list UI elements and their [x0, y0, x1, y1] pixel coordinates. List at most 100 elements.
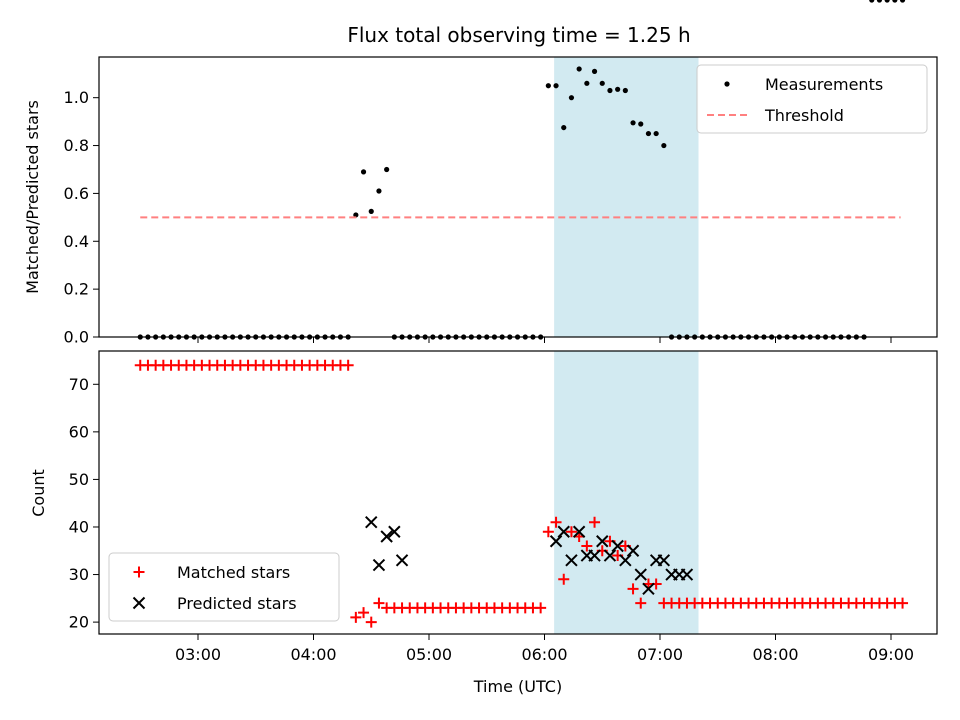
legend-label: Matched stars [177, 563, 290, 582]
data-point-predicted-stars [395, 554, 409, 567]
data-point-measurements [653, 130, 659, 137]
data-point-measurements [638, 121, 644, 127]
y-tick-label: 0.6 [64, 184, 89, 203]
data-point-matched-stars [373, 597, 385, 609]
data-point-measurements [553, 83, 559, 89]
data-point-matched-stars [627, 583, 639, 595]
panel-ratio-frame [98, 56, 938, 338]
data-point-measurements [661, 142, 667, 149]
data-point-measurements [892, 0, 898, 3]
data-point-matched-stars [342, 359, 354, 371]
y-tick-label: 60 [69, 422, 89, 441]
data-point-matched-stars [550, 516, 562, 528]
y-tick-label: 1.0 [64, 88, 89, 107]
data-point-measurements [384, 166, 390, 173]
chart-title: Flux total observing time = 1.25 h [347, 23, 690, 47]
x-tick-label: 08:00 [752, 645, 798, 664]
data-point-matched-stars [897, 597, 909, 609]
data-point-measurements [368, 208, 374, 214]
data-point-measurements [869, 0, 875, 3]
data-point-measurements [584, 80, 590, 86]
data-point-measurements [884, 0, 890, 3]
y-tick-label: 0.2 [64, 280, 89, 299]
data-point-predicted-stars [596, 535, 609, 548]
data-point-matched-stars [542, 526, 554, 538]
data-point-predicted-stars [365, 516, 378, 529]
data-point-predicted-stars [619, 554, 632, 567]
y-tick-label: 0.0 [64, 328, 89, 347]
data-point-matched-stars [365, 616, 377, 628]
data-point-predicted-stars [657, 554, 671, 567]
data-point-measurements [576, 66, 582, 72]
data-point-predicted-stars [572, 525, 586, 538]
data-point-measurements [607, 87, 613, 94]
data-point-measurements [545, 83, 551, 89]
data-point-predicted-stars [680, 568, 694, 581]
data-point-matched-stars [558, 573, 570, 585]
legend-swatch [132, 596, 146, 610]
legend-box [696, 64, 928, 134]
data-point-predicted-stars [603, 549, 617, 562]
data-point-predicted-stars [372, 558, 386, 572]
data-point-measurements [899, 0, 906, 3]
highlight-span-top [554, 57, 699, 337]
data-point-predicted-stars [557, 525, 570, 538]
legend-swatch [724, 81, 730, 87]
data-point-predicted-stars [380, 530, 393, 543]
data-point-predicted-stars [626, 544, 640, 557]
y-tick-label: 0.8 [64, 136, 89, 155]
legend-box [108, 552, 340, 622]
legend-label: Predicted stars [177, 594, 297, 613]
x-tick-label: 07:00 [637, 645, 683, 664]
y-axis-label-ratio: Matched/Predicted stars [23, 100, 42, 294]
data-point-measurements [561, 124, 567, 131]
panel-count-frame [98, 350, 938, 635]
data-point-predicted-stars [642, 582, 655, 596]
legend-ratio: Measurements Threshold [696, 64, 928, 134]
x-tick-label: 06:00 [521, 645, 567, 664]
y-tick-label: 30 [69, 565, 89, 584]
data-point-measurements [376, 188, 382, 194]
data-point-matched-stars [565, 526, 577, 538]
y-tick-label: 0.4 [64, 232, 89, 251]
data-point-matched-stars [358, 607, 370, 619]
data-point-predicted-stars [634, 568, 647, 581]
legend-count: Matched stars Predicted stars [108, 552, 340, 622]
y-tick-label: 20 [69, 613, 89, 632]
data-point-measurements [630, 120, 636, 126]
x-tick-label: 05:00 [406, 645, 452, 664]
data-point-predicted-stars [565, 554, 578, 567]
data-point-measurements [568, 95, 575, 101]
x-tick-label: 04:00 [290, 645, 336, 664]
highlight-span-bottom [554, 351, 699, 634]
data-point-measurements [645, 130, 652, 137]
data-point-predicted-stars [388, 525, 401, 538]
y-tick-label: 50 [69, 470, 89, 489]
y-tick-label: 40 [69, 517, 89, 536]
data-point-measurements [615, 86, 621, 92]
data-point-predicted-stars [588, 549, 601, 562]
legend-swatch [133, 566, 145, 578]
legend-label: Measurements [765, 75, 883, 94]
data-point-measurements [876, 0, 883, 3]
x-axis-label: Time (UTC) [473, 677, 562, 696]
data-point-predicted-stars [549, 535, 563, 548]
panel-count: 20 30 40 50 60 70 03:00 04:00 05:00 06:00 07:00 08… [29, 350, 938, 664]
data-point-measurements [622, 87, 628, 94]
y-tick-label: 70 [69, 375, 89, 394]
data-point-matched-stars [635, 597, 647, 609]
data-point-matched-stars [535, 602, 547, 614]
x-tick-label: 09:00 [868, 645, 914, 664]
data-point-measurements [360, 169, 367, 175]
x-tick-label: 03:00 [175, 645, 221, 664]
data-point-matched-stars [581, 540, 593, 552]
data-point-predicted-stars [611, 539, 624, 553]
data-point-matched-stars [589, 516, 601, 528]
data-point-measurements [599, 80, 605, 86]
data-point-measurements [591, 68, 598, 74]
data-point-matched-stars [350, 611, 362, 623]
panel-ratio: 0.0 0.2 0.4 0.6 0.8 1.0 Matched/Predicted sta… [23, 0, 938, 347]
legend-label: Threshold [764, 106, 844, 125]
data-point-measurements [353, 212, 359, 218]
